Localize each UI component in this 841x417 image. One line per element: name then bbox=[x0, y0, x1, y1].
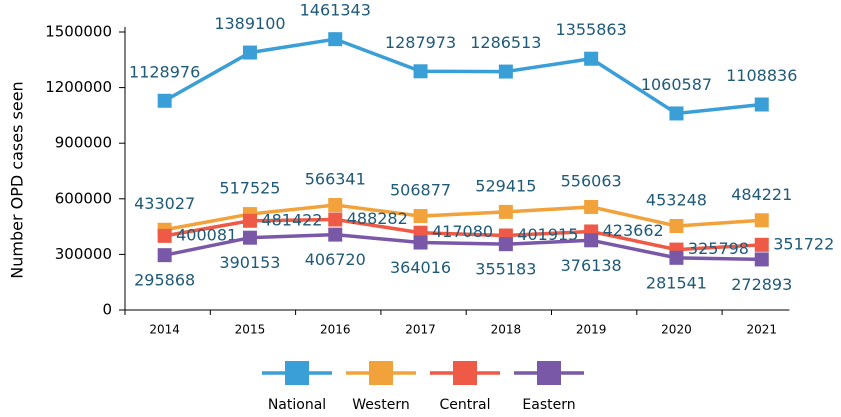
legend-label: National bbox=[268, 397, 326, 413]
point bbox=[328, 212, 343, 227]
data-label: 481422 bbox=[261, 210, 322, 229]
point bbox=[669, 106, 684, 121]
x-tick-label: 2019 bbox=[576, 323, 607, 337]
x-tick-label: 2014 bbox=[149, 323, 180, 337]
x-tick-label: 2016 bbox=[320, 323, 351, 337]
point bbox=[584, 51, 599, 66]
data-label: 417080 bbox=[432, 222, 493, 241]
y-tick-label: 1200000 bbox=[45, 78, 112, 96]
point bbox=[669, 218, 684, 233]
point bbox=[242, 230, 257, 245]
data-label: 355183 bbox=[475, 260, 536, 279]
legend-label: Central bbox=[440, 397, 491, 413]
data-label: 506877 bbox=[390, 181, 451, 200]
point bbox=[669, 250, 684, 265]
data-label: 390153 bbox=[219, 253, 280, 272]
point bbox=[498, 64, 513, 79]
point bbox=[754, 252, 769, 267]
point bbox=[413, 209, 428, 224]
data-label: 453248 bbox=[646, 190, 707, 209]
legend-marker bbox=[453, 361, 477, 385]
data-label: 281541 bbox=[646, 273, 707, 292]
data-label: 556063 bbox=[561, 171, 622, 190]
series-line bbox=[164, 203, 762, 232]
data-label: 400081 bbox=[176, 225, 237, 244]
series-line bbox=[164, 232, 762, 262]
point bbox=[157, 228, 172, 243]
point bbox=[754, 213, 769, 228]
legend-label: Eastern bbox=[522, 397, 575, 413]
data-label: 1389100 bbox=[214, 14, 285, 33]
data-label: 401915 bbox=[517, 225, 578, 244]
point bbox=[584, 199, 599, 214]
x-tick-label: 2021 bbox=[746, 323, 777, 337]
data-label: 488282 bbox=[347, 209, 408, 228]
data-label: 364016 bbox=[390, 258, 451, 277]
legend-label: Western bbox=[352, 397, 409, 413]
data-label: 1355863 bbox=[556, 20, 627, 39]
data-label: 1108836 bbox=[726, 66, 797, 85]
data-label: 529415 bbox=[475, 176, 536, 195]
data-label: 325798 bbox=[688, 239, 749, 258]
data-label: 433027 bbox=[134, 194, 195, 213]
point bbox=[242, 213, 257, 228]
data-label: 1060587 bbox=[641, 75, 712, 94]
data-label: 1461343 bbox=[300, 1, 371, 20]
point bbox=[242, 45, 257, 60]
data-label: 1287973 bbox=[385, 33, 456, 52]
point bbox=[157, 248, 172, 263]
legend-marker bbox=[537, 361, 561, 385]
data-label: 406720 bbox=[305, 250, 366, 269]
data-label: 517525 bbox=[219, 179, 280, 198]
point bbox=[498, 237, 513, 252]
point bbox=[413, 64, 428, 79]
legend-marker bbox=[369, 361, 393, 385]
point bbox=[754, 97, 769, 112]
y-tick-label: 1500000 bbox=[45, 23, 112, 41]
point bbox=[157, 93, 172, 108]
data-label: 423662 bbox=[603, 221, 664, 240]
y-tick-label: 600000 bbox=[55, 189, 112, 207]
point bbox=[328, 227, 343, 242]
data-label: 295868 bbox=[134, 271, 195, 290]
point bbox=[328, 32, 343, 47]
point bbox=[413, 235, 428, 250]
data-label: 484221 bbox=[731, 185, 792, 204]
y-tick-label: 900000 bbox=[55, 134, 112, 152]
x-tick-label: 2017 bbox=[405, 323, 436, 337]
data-label: 272893 bbox=[731, 275, 792, 294]
data-label: 1128976 bbox=[129, 62, 200, 81]
data-label: 566341 bbox=[305, 170, 366, 189]
point bbox=[584, 233, 599, 248]
data-label: 376138 bbox=[561, 256, 622, 275]
x-tick-label: 2015 bbox=[235, 323, 266, 337]
data-label: 351722 bbox=[773, 234, 834, 253]
y-axis-label: Number OPD cases seen bbox=[8, 81, 27, 278]
point bbox=[498, 204, 513, 219]
y-tick-label: 300000 bbox=[55, 245, 112, 263]
series-line bbox=[164, 217, 762, 252]
series-line bbox=[163, 37, 762, 116]
data-label: 1286513 bbox=[470, 33, 541, 52]
x-tick-label: 2018 bbox=[491, 323, 522, 337]
point bbox=[328, 198, 343, 213]
y-tick-label: 0 bbox=[102, 301, 112, 319]
point bbox=[754, 237, 769, 252]
legend-marker bbox=[285, 361, 309, 385]
x-tick-label: 2020 bbox=[661, 323, 692, 337]
